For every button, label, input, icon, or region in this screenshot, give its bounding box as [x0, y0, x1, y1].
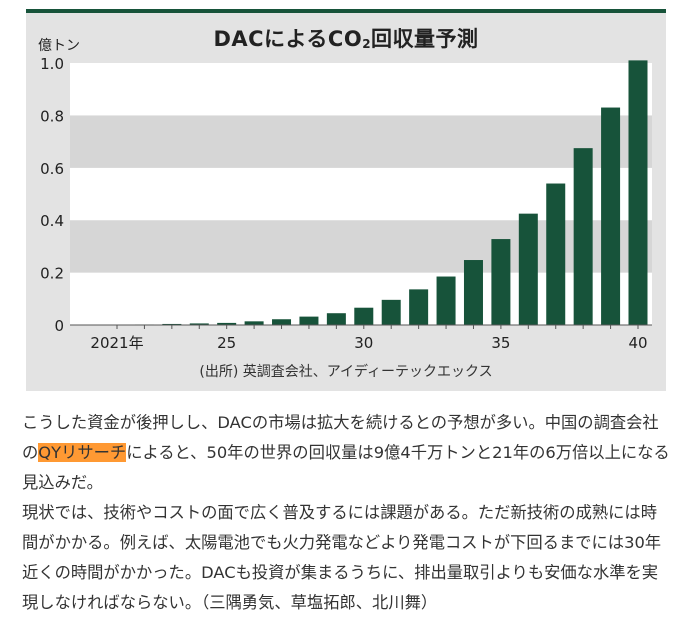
bar-2023 [162, 323, 182, 325]
y-tick-label: 0.8 [40, 107, 64, 125]
chart-source: (出所) 英調査会社、アイディーテックエックス [199, 364, 493, 380]
y-tick-label: 0.2 [40, 265, 64, 283]
bar-2033 [436, 276, 456, 325]
article-text: こうした資金が後押しし、DACの市場は拡大を続けるとの予想が多い。中国の調査会社… [22, 413, 659, 462]
bar-2032 [409, 289, 429, 325]
y-tick-label: 0.4 [40, 212, 64, 230]
chart-figure: DACによるCO2回収量予測 0 0.2 0.4 0.6 0.8 1.0 億トン 2021年 2… [26, 9, 666, 391]
x-tick-label: 2021年 [90, 334, 143, 352]
bar-2034 [463, 260, 483, 325]
article-paragraph-1: こうした資金が後押しし、DACの市場は拡大を続けるとの予想が多い。中国の調査会社… [22, 408, 672, 498]
bar-2024 [189, 323, 209, 325]
bar-2026 [244, 321, 264, 325]
bar-2031 [381, 299, 401, 325]
bar-2039 [601, 107, 621, 325]
article-body: こうした資金が後押しし、DACの市場は拡大を続けるとの予想が多い。中国の調査会社… [22, 408, 672, 618]
y-tick-label: 0.6 [40, 160, 64, 178]
chart-title-main: DACによるCO [213, 27, 363, 51]
article-text: によると、50年の世界の回収量は9億4千万トンと21年の6万倍以上になる見込みだ… [22, 443, 670, 492]
chart-title-suffix: 回収量予測 [371, 27, 479, 51]
y-tick-label: 0 [54, 317, 64, 335]
bar-2038 [573, 148, 593, 325]
bar-2027 [272, 319, 292, 325]
bar-2030 [354, 307, 374, 325]
grid-band [70, 63, 652, 116]
bar-2040 [628, 60, 648, 325]
y-unit-label: 億トン [38, 38, 80, 54]
bar-2028 [299, 316, 319, 325]
bar-2025 [217, 322, 237, 325]
chart-title-subscript: 2 [362, 37, 372, 51]
x-tick-label: 30 [354, 334, 373, 352]
x-tick-label: 40 [628, 334, 647, 352]
bar-2029 [326, 313, 346, 325]
grid-band [70, 115, 652, 168]
article-paragraph-2: 現状では、技術やコストの面で広く普及するには課題がある。ただ新技術の成熟には時間… [22, 503, 662, 612]
y-tick-label: 1.0 [40, 55, 64, 73]
x-tick-label: 35 [491, 334, 510, 352]
chart-top-rule [26, 9, 666, 13]
bar-2036 [518, 213, 538, 325]
bar-2037 [546, 183, 566, 325]
chart-title: DACによるCO2回収量予測 [26, 23, 666, 53]
x-tick-label: 25 [217, 334, 236, 352]
highlighted-term[interactable]: QYリサーチ [38, 443, 127, 462]
bar-2035 [491, 239, 511, 325]
